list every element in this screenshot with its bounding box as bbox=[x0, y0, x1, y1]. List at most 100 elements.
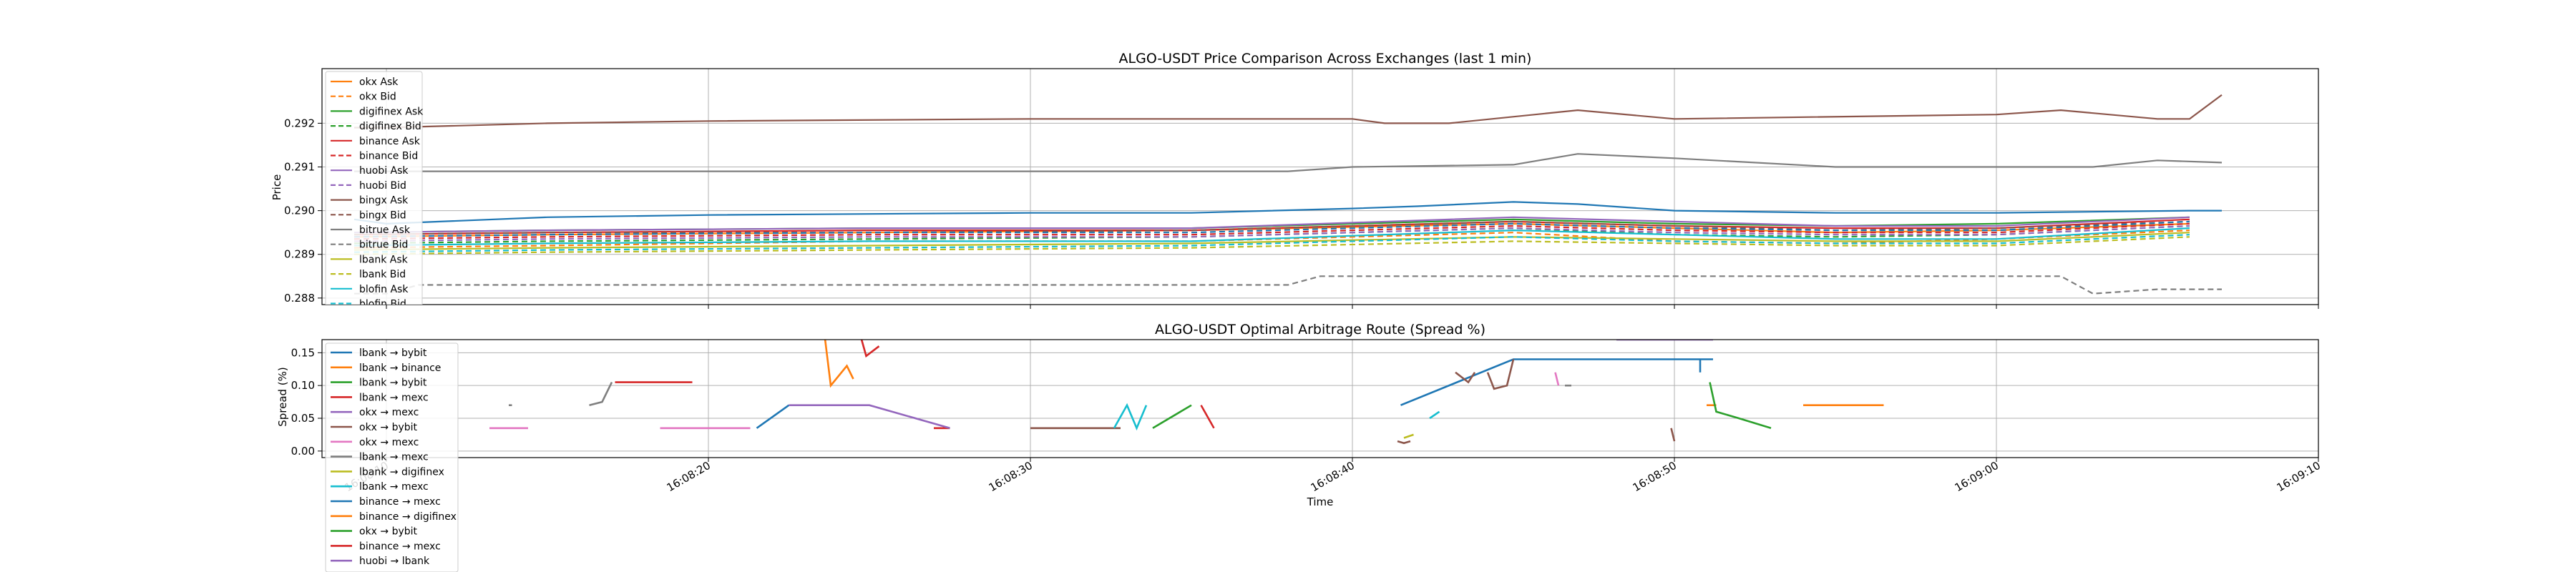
legend-label-bitrue-ask: bitrue Ask bbox=[359, 225, 411, 236]
legend-label-bingx-bid: bingx Bid bbox=[359, 209, 406, 221]
route-lbank-mexc-7-seg-0 bbox=[589, 382, 613, 406]
legend-label-blofin-ask: blofin Ask bbox=[359, 284, 409, 295]
route-okx-mexc-6-seg-2 bbox=[1554, 372, 1560, 386]
price-chart: ALGO-USDT Price Comparison Across Exchan… bbox=[270, 51, 2319, 340]
legend-label-gateio-ask: gateio Ask bbox=[359, 313, 412, 325]
route-okx-bybit-5-seg-2 bbox=[1455, 371, 1476, 384]
route-lbank-mexc-9-seg-0 bbox=[1113, 403, 1148, 431]
spread-chart-yticks: 0.00 0.05 0.10 0.15 bbox=[291, 346, 322, 458]
legend-label-bitrue-bid: bitrue Bid bbox=[359, 240, 408, 251]
price-chart-ytick-label: 0.291 bbox=[284, 161, 315, 174]
legend-label-digifinex-ask: digifinex Ask bbox=[359, 106, 424, 117]
route-lbank-bybit-2-seg-1 bbox=[1709, 382, 1772, 430]
route-legend-label-4: okx → mexc bbox=[359, 407, 419, 418]
series-lbank-ask bbox=[353, 232, 2190, 251]
spread-legend-box bbox=[325, 342, 459, 572]
route-okx-bybit-5-seg-1 bbox=[1397, 440, 1411, 445]
route-lbank-mexc-3-seg-1 bbox=[860, 340, 880, 358]
route-legend-label-6: okx → mexc bbox=[359, 437, 419, 448]
price-chart-legend: okx Ask okx Bid digifinex Ask digifinex Bid… bbox=[325, 71, 424, 340]
price-legend-items: okx Ask okx Bid digifinex Ask digifinex Bid… bbox=[325, 71, 424, 340]
series-bingx-ask bbox=[354, 94, 2223, 129]
route-legend-label-11: binance → digifinex bbox=[359, 511, 457, 523]
series-huobi-ask bbox=[353, 216, 2190, 234]
spread-chart-xtick-label: 16:09:00 bbox=[1953, 459, 2001, 494]
route-legend-label-8: lbank → digifinex bbox=[359, 466, 444, 478]
legend-label-binance-bid: binance Bid bbox=[359, 151, 418, 162]
legend-label-huobi-bid: huobi Bid bbox=[359, 180, 406, 192]
price-chart-ytick-label: 0.288 bbox=[284, 292, 315, 305]
series-digifinex-bid bbox=[353, 225, 2190, 245]
price-chart-grid bbox=[322, 69, 2319, 305]
spread-chart-xticks: 16:08:1016:08:2016:08:3016:08:4016:08:50… bbox=[343, 458, 2323, 494]
price-chart-xticks bbox=[386, 305, 2319, 309]
legend-label-blofin-bid: blofin Bid bbox=[359, 299, 406, 310]
spread-chart-xtick-label: 16:08:20 bbox=[665, 459, 713, 494]
route-legend-label-10: binance → mexc bbox=[359, 496, 441, 508]
spread-chart-grid bbox=[322, 340, 2319, 458]
series-binance-bid bbox=[353, 222, 2190, 240]
route-legend-label-9: lbank → mexc bbox=[359, 481, 429, 493]
legend-label-lbank-bid: lbank Bid bbox=[359, 269, 406, 280]
route-legend-label-12: okx → bybit bbox=[359, 526, 418, 538]
series-bitrue-ask bbox=[354, 153, 2223, 172]
spread-series-group bbox=[489, 340, 1884, 445]
series-okx-bid bbox=[353, 230, 2190, 249]
route-okx-bybit-5-seg-4 bbox=[1670, 428, 1676, 442]
series-bingx-bid bbox=[353, 220, 2190, 236]
route-legend-label-7: lbank → mexc bbox=[359, 452, 429, 463]
spread-chart-ytick-label: 0.10 bbox=[291, 379, 315, 392]
price-chart-ytick-label: 0.289 bbox=[284, 248, 315, 261]
spread-chart-legend: lbank → bybit lbank → binance lbank → bybi… bbox=[325, 342, 459, 572]
spread-chart: ALGO-USDT Optimal Arbitrage Route (Sprea… bbox=[276, 322, 2323, 572]
legend-label-huobi-ask: huobi Ask bbox=[359, 165, 409, 177]
route-lbank-mexc-3-seg-2 bbox=[1200, 405, 1215, 429]
price-chart-ytick-label: 0.292 bbox=[284, 117, 315, 129]
spread-chart-xtick-label: 16:08:40 bbox=[1309, 459, 1357, 494]
spread-chart-title: ALGO-USDT Optimal Arbitrage Route (Sprea… bbox=[1155, 322, 1485, 337]
spread-chart-ytick-label: 0.05 bbox=[291, 412, 315, 425]
series-blofin-bid bbox=[353, 234, 2190, 253]
route-lbank-binance-1-seg-0 bbox=[824, 340, 854, 388]
route-legend-label-0: lbank → bybit bbox=[359, 347, 427, 359]
route-legend-label-2: lbank → bybit bbox=[359, 378, 427, 389]
price-chart-series bbox=[353, 94, 2223, 295]
series-gateio-bid bbox=[353, 220, 2190, 238]
legend-label-lbank-ask: lbank Ask bbox=[359, 254, 409, 265]
route-legend-label-3: lbank → mexc bbox=[359, 392, 429, 403]
legend-label-okx-bid: okx Bid bbox=[359, 92, 396, 103]
price-chart-title: ALGO-USDT Price Comparison Across Exchan… bbox=[1119, 51, 1532, 66]
spread-chart-xlabel: Time bbox=[1307, 495, 1334, 508]
price-chart-frame bbox=[321, 68, 2319, 305]
price-legend-box bbox=[325, 71, 423, 305]
price-chart-ytick-label: 0.290 bbox=[284, 204, 315, 217]
route-lbank-digifinex-8-seg-0 bbox=[1403, 433, 1414, 439]
legend-label-bingx-ask: bingx Ask bbox=[359, 195, 409, 207]
route-okx-bybit-5-seg-3 bbox=[1486, 359, 1515, 390]
series-lbank-bid bbox=[353, 236, 2190, 255]
spread-chart-ytick-label: 0.15 bbox=[291, 346, 315, 359]
route-legend-label-1: lbank → binance bbox=[359, 363, 441, 374]
spread-chart-frame bbox=[321, 339, 2319, 458]
route-legend-label-13: binance → mexc bbox=[359, 541, 441, 552]
legend-label-gateio-bid: gateio Bid bbox=[359, 328, 410, 340]
legend-label-okx-ask: okx Ask bbox=[359, 77, 399, 88]
legend-label-digifinex-bid: digifinex Bid bbox=[359, 121, 421, 132]
price-chart-yticks: 0.288 0.289 0.290 0.291 0.292 bbox=[284, 117, 322, 305]
route-legend-label-5: okx → bybit bbox=[359, 422, 418, 433]
spread-chart-xtick-label: 16:09:10 bbox=[2275, 459, 2323, 494]
spread-chart-ylabel: Spread (%) bbox=[276, 367, 289, 427]
route-okx-mexc-4-seg-0 bbox=[789, 404, 950, 430]
spread-chart-series bbox=[489, 340, 1884, 445]
route-lbank-mexc-9-seg-1 bbox=[1429, 410, 1440, 420]
spread-chart-ytick-label: 0.00 bbox=[291, 445, 315, 458]
series-gateio-ask bbox=[353, 201, 2222, 225]
route-legend-label-14: huobi → lbank bbox=[359, 556, 430, 567]
route-lbank-bybit-0-seg-0 bbox=[756, 404, 790, 429]
spread-chart-xtick-label: 16:08:50 bbox=[1631, 459, 1679, 494]
price-chart-ylabel: Price bbox=[270, 174, 283, 201]
series-bitrue-bid bbox=[354, 275, 2222, 295]
spread-chart-xtick-label: 16:08:30 bbox=[987, 459, 1035, 494]
legend-label-binance-ask: binance Ask bbox=[359, 136, 421, 147]
